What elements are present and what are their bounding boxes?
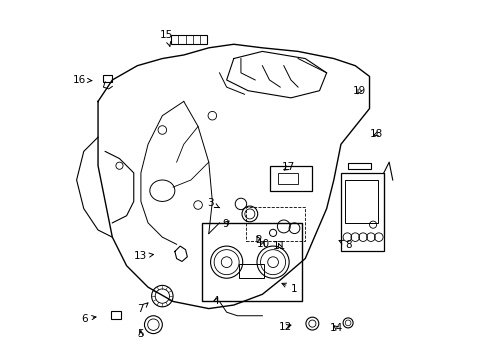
Bar [239, 264, 264, 278]
Text: 7: 7 [137, 303, 148, 314]
Text: 14: 14 [329, 323, 343, 333]
Text: 3: 3 [207, 198, 219, 208]
Bar [269, 166, 312, 191]
Text: 6: 6 [81, 314, 96, 324]
Circle shape [221, 257, 231, 267]
Bar [246, 207, 305, 241]
Bar [278, 173, 298, 184]
Bar [201, 223, 301, 301]
Text: 5: 5 [137, 329, 144, 339]
Bar [340, 173, 383, 251]
Text: 16: 16 [73, 75, 92, 85]
Bar [103, 75, 112, 82]
Text: 1: 1 [282, 283, 297, 294]
Text: 2: 2 [255, 235, 262, 245]
Text: 8: 8 [338, 240, 351, 250]
Text: 10: 10 [256, 239, 269, 249]
Bar [110, 311, 121, 319]
Bar [344, 180, 378, 223]
Text: 12: 12 [278, 322, 292, 332]
Text: 13: 13 [133, 251, 153, 261]
Bar [171, 35, 206, 44]
Text: 17: 17 [281, 162, 294, 172]
Text: 11: 11 [272, 241, 285, 251]
Text: 15: 15 [160, 30, 173, 46]
Text: 4: 4 [212, 296, 219, 306]
Text: 18: 18 [369, 129, 383, 139]
Bar [347, 163, 370, 169]
Text: 9: 9 [222, 219, 229, 229]
Circle shape [267, 257, 278, 267]
Text: 19: 19 [352, 86, 366, 96]
